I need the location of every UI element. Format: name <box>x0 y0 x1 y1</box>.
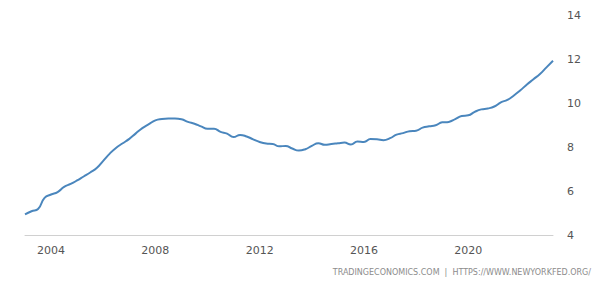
svg-text:2016: 2016 <box>350 244 378 257</box>
svg-text:14: 14 <box>567 9 581 22</box>
svg-text:4: 4 <box>567 229 574 242</box>
svg-text:6: 6 <box>567 185 574 198</box>
svg-text:2008: 2008 <box>141 244 169 257</box>
svg-text:2012: 2012 <box>246 244 274 257</box>
svg-text:8: 8 <box>567 141 574 154</box>
svg-text:2020: 2020 <box>454 244 482 257</box>
svg-text:10: 10 <box>567 97 581 110</box>
svg-text:2004: 2004 <box>37 244 65 257</box>
svg-text:TRADINGECONOMICS.COM | HTTPS: TRADINGECONOMICS.COM | HTTPS://WWW.NEWYO… <box>332 268 592 277</box>
svg-text:12: 12 <box>567 53 581 66</box>
